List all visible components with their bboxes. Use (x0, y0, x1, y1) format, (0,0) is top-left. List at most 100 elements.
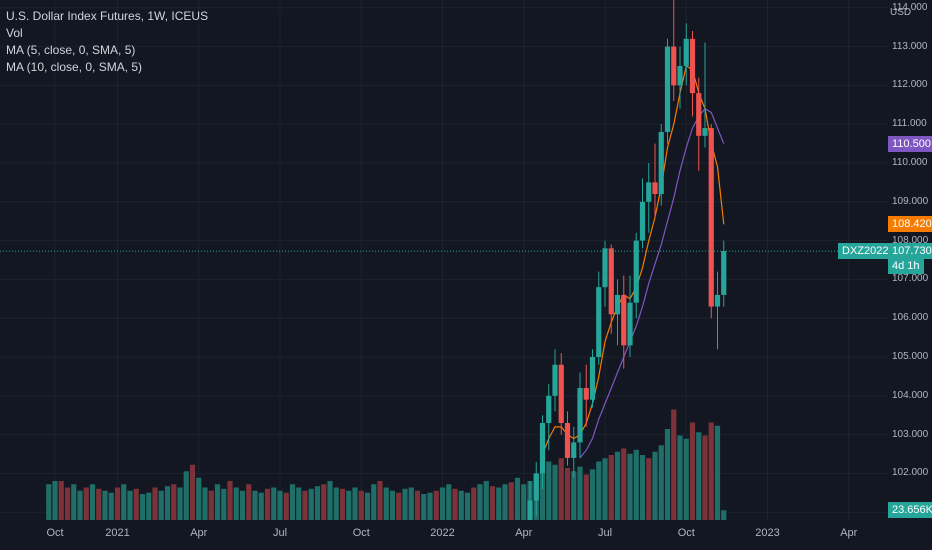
volume-bar (171, 484, 177, 520)
y-tick-label: 106.000 (892, 312, 929, 324)
candle-body (564, 422, 571, 458)
candles (527, 0, 727, 520)
volume-bar (133, 488, 139, 520)
volume-bar (696, 432, 702, 520)
x-tick-label: Apr (190, 527, 208, 539)
volume-bar (327, 481, 333, 520)
y-tick-label: 107.000 (892, 273, 929, 285)
volume-bar (89, 484, 96, 520)
volume-bar (314, 486, 321, 520)
volume-bar (296, 487, 302, 520)
volume-bar (139, 494, 146, 520)
volume-bar (196, 477, 202, 520)
volume-bar (152, 487, 158, 520)
volume-bar (464, 492, 471, 520)
x-tick-label: Apr (515, 527, 533, 539)
volume-bar (346, 490, 352, 520)
volume-bar (246, 484, 252, 520)
volume-bar (77, 490, 83, 520)
volume-bar (302, 490, 308, 520)
volume-bar (539, 473, 546, 520)
candle-body (552, 364, 558, 396)
volume-bar (383, 487, 389, 520)
chart-legend: U.S. Dollar Index Futures, 1W, ICEUS Vol… (6, 8, 208, 76)
volume-bar (96, 488, 102, 520)
volume-bar (514, 477, 521, 520)
volume-bar (471, 487, 477, 520)
volume-bar (439, 487, 446, 520)
volume-bar (446, 484, 452, 520)
y-tick-label: 114.000 (892, 1, 928, 13)
candle-body (596, 287, 602, 358)
volume-bar (558, 458, 564, 520)
y-tick-label: 110.000 (892, 156, 928, 168)
candle-body (639, 201, 646, 241)
volume-bar (239, 490, 246, 520)
volume-bar (358, 490, 364, 520)
candle-body (602, 248, 608, 288)
volume-bar (233, 487, 239, 520)
x-tick-label: Apr (840, 527, 858, 539)
volume-bar (496, 487, 502, 520)
volume-bar (596, 461, 602, 520)
volume-bar (121, 484, 127, 520)
volume-bar (546, 461, 552, 520)
volume-bar (552, 464, 558, 520)
volume-bar (164, 486, 171, 520)
volume-bar (458, 490, 464, 520)
candle-body (671, 46, 677, 86)
volume-bar (371, 484, 377, 520)
volume-bar (702, 435, 708, 520)
candle-body (627, 302, 633, 346)
volume-bar (221, 488, 227, 520)
volume-bar (308, 488, 314, 520)
volume-bar (189, 464, 196, 520)
volume-bar (377, 481, 383, 520)
volume-bar (589, 469, 596, 520)
x-tick-label: Jul (272, 527, 288, 539)
volume-bar (652, 451, 658, 520)
candle-body (721, 251, 727, 295)
legend-ma5[interactable]: MA (5, close, 0, SMA, 5) (6, 43, 136, 57)
volume-bar (389, 490, 396, 520)
volume-bar (621, 448, 627, 520)
volume-bar (427, 492, 433, 520)
legend-symbol[interactable]: U.S. Dollar Index Futures, 1W, ICEUS (6, 9, 209, 23)
volume-bar (321, 484, 327, 520)
volume-bar (564, 468, 571, 520)
x-tick-label: 2023 (755, 527, 780, 539)
candle-body (533, 473, 539, 501)
volume-bar (602, 458, 608, 520)
candle-body (714, 294, 721, 307)
candle-body (539, 422, 546, 474)
volume-bar (664, 429, 671, 520)
volume-bar (64, 487, 71, 520)
volume-bar (264, 488, 271, 520)
volume-bar (214, 484, 221, 520)
candle-body (614, 294, 621, 315)
x-tick-label: Oct (677, 527, 695, 539)
candle-body (658, 131, 664, 195)
volume-bar (627, 453, 633, 520)
volume-bar (708, 422, 714, 520)
x-tick-label: Jul (597, 527, 613, 539)
y-tick-label: 108.000 (892, 234, 929, 246)
candle-body (577, 388, 583, 443)
volume-bar (158, 490, 164, 520)
candle-body (664, 46, 671, 132)
ma5-value-badge: 108.420 (888, 216, 932, 233)
legend-vol[interactable]: Vol (6, 26, 23, 40)
volume-bar (633, 449, 639, 520)
ma10-path (579, 107, 725, 459)
volume-bar (289, 484, 296, 520)
candle-body (633, 240, 639, 303)
volume-bar (146, 492, 152, 520)
y-tick-label: 104.000 (892, 389, 929, 401)
volume-bar (583, 474, 589, 520)
legend-ma10[interactable]: MA (10, close, 0, SMA, 5) (6, 60, 143, 74)
volume-bar (114, 487, 121, 520)
volume-bar (721, 510, 727, 520)
y-tick-label: 109.000 (892, 195, 929, 207)
volume-bar (46, 484, 52, 520)
